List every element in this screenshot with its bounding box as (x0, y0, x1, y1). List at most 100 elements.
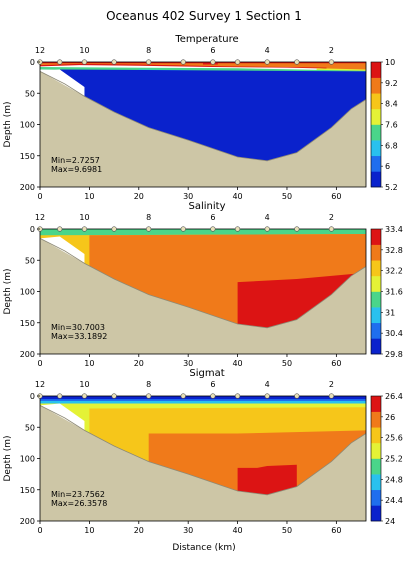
x-axis-label: Distance (km) (172, 543, 235, 553)
y-tick-label: 100 (20, 455, 35, 464)
station-number-label: 2 (329, 380, 334, 389)
station-number-label: 4 (265, 46, 270, 55)
y-tick-label: 0 (30, 58, 35, 67)
stat-max: Max=33.1892 (51, 332, 107, 341)
colorbar-tick-label: 6 (385, 162, 390, 171)
seafloor-line (40, 71, 366, 162)
station-marker (234, 59, 241, 65)
colorbar-swatch (371, 260, 381, 277)
y-tick-label: 150 (20, 319, 35, 328)
stat-max: Max=9.6981 (51, 165, 102, 174)
station-marker (81, 226, 88, 232)
colorbar-tick-label: 32.2 (385, 267, 403, 276)
station-marker (328, 226, 335, 232)
station-marker (111, 226, 117, 232)
x-tick-label: 30 (183, 526, 193, 535)
y-tick-label: 50 (25, 256, 35, 265)
y-axis-label: Depth (m) (3, 435, 13, 481)
colorbar-tick-label: 10 (385, 58, 395, 67)
contour-band (40, 63, 366, 69)
colorbar-swatch (371, 124, 381, 141)
x-tick-label: 40 (232, 526, 242, 535)
station-marker (146, 393, 152, 399)
colorbar-tick-label: 24.8 (385, 475, 403, 484)
colorbar-swatch (371, 338, 381, 355)
colorbar-swatch (371, 291, 381, 308)
colorbar-tick-label: 8.4 (385, 100, 398, 109)
colorbar-tick-label: 25.6 (385, 434, 403, 443)
panel-title: Salinity (189, 201, 226, 212)
station-marker (328, 59, 335, 65)
colorbar-tick-label: 5.2 (385, 183, 398, 192)
x-tick-label: 60 (331, 526, 341, 535)
station-marker (57, 59, 63, 65)
colorbar-tick-label: 29.8 (385, 350, 403, 359)
colorbar-swatch (371, 505, 381, 522)
colorbar-swatch (371, 244, 381, 261)
colorbar-tick-label: 9.2 (385, 79, 398, 88)
stat-min: Min=30.7003 (51, 323, 105, 332)
colorbar-tick-label: 7.6 (385, 121, 398, 130)
colorbar-tick-label: 25.2 (385, 455, 403, 464)
x-tick-label: 20 (134, 359, 144, 368)
station-marker (146, 226, 152, 232)
station-number-label: 10 (79, 380, 89, 389)
y-axis-label: Depth (m) (3, 268, 13, 314)
colorbar-swatch (371, 489, 381, 506)
station-marker (328, 393, 335, 399)
x-tick-label: 40 (232, 359, 242, 368)
station-marker (111, 59, 117, 65)
station-number-label: 12 (35, 380, 45, 389)
y-tick-label: 200 (20, 517, 35, 526)
station-marker (294, 393, 300, 399)
stat-min: Min=2.7257 (51, 156, 100, 165)
station-marker (294, 226, 300, 232)
colorbar-swatch (371, 442, 381, 459)
x-tick-label: 60 (331, 192, 341, 201)
station-number-label: 6 (210, 380, 215, 389)
station-number-label: 2 (329, 46, 334, 55)
colorbar-swatch (371, 108, 381, 125)
colorbar-swatch (371, 229, 381, 245)
station-marker (146, 59, 152, 65)
y-tick-label: 200 (20, 350, 35, 359)
x-tick-label: 10 (84, 192, 94, 201)
station-marker (294, 59, 300, 65)
panel-title: Temperature (174, 34, 238, 45)
x-tick-label: 60 (331, 359, 341, 368)
y-tick-label: 0 (30, 225, 35, 234)
figure-title: Oceanus 402 Survey 1 Section 1 (106, 9, 302, 23)
y-tick-label: 150 (20, 152, 35, 161)
station-number-label: 12 (35, 46, 45, 55)
station-marker (234, 226, 241, 232)
colorbar-tick-label: 24 (385, 517, 395, 526)
x-tick-label: 30 (183, 192, 193, 201)
station-number-label: 8 (146, 213, 151, 222)
x-tick-label: 10 (84, 359, 94, 368)
colorbar-tick-label: 26 (385, 413, 395, 422)
station-number-label: 12 (35, 213, 45, 222)
stat-max: Max=26.3578 (51, 499, 107, 508)
station-number-label: 6 (210, 46, 215, 55)
x-tick-label: 40 (232, 192, 242, 201)
station-marker (180, 59, 186, 65)
station-number-label: 4 (265, 380, 270, 389)
station-marker (264, 59, 270, 65)
x-tick-label: 30 (183, 359, 193, 368)
colorbar-tick-label: 26.4 (385, 392, 403, 401)
x-tick-label: 50 (282, 192, 292, 201)
station-marker (210, 59, 216, 65)
y-tick-label: 100 (20, 288, 35, 297)
colorbar-swatch (371, 458, 381, 475)
colorbar-swatch (371, 93, 381, 110)
panel-title: Sigmat (189, 368, 224, 379)
colorbar-tick-label: 32.8 (385, 246, 403, 255)
colorbar-tick-label: 6.8 (385, 141, 398, 150)
x-tick-label: 0 (37, 526, 42, 535)
seafloor-terrain (40, 238, 366, 354)
station-number-label: 6 (210, 213, 215, 222)
